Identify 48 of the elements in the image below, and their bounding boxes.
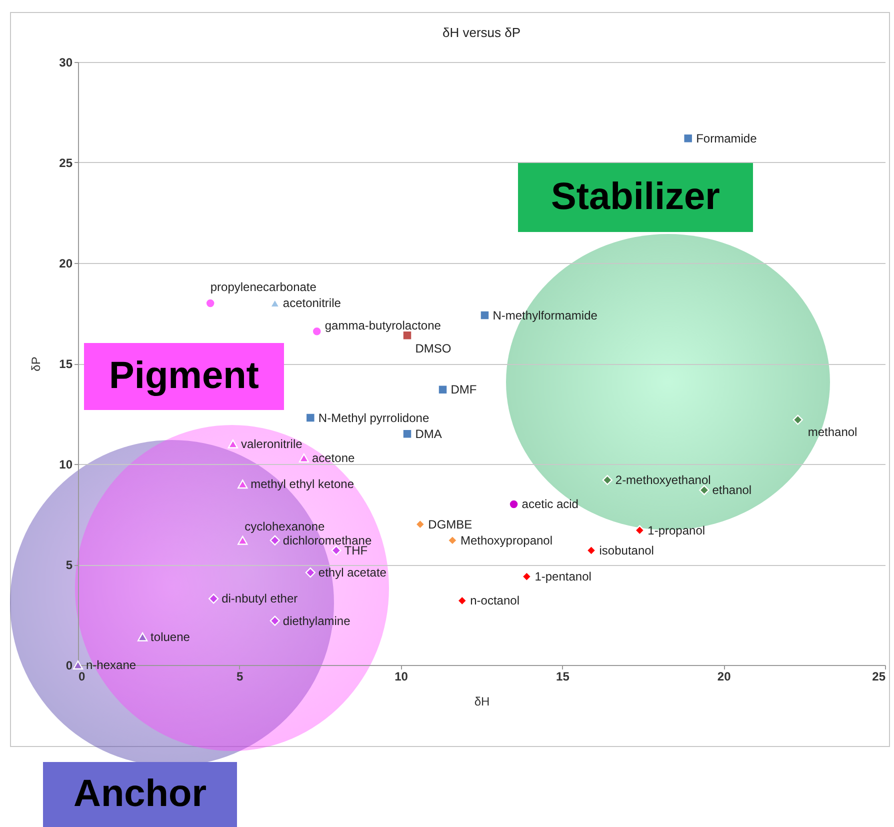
annotation: n-hexane	[86, 658, 136, 672]
annotation: DMF	[450, 382, 477, 397]
annotation: Methoxypropanol	[460, 533, 553, 548]
annotation: n-octanol	[470, 594, 520, 608]
annotation: cyclohexanone	[244, 519, 326, 534]
annotation: DGMBE	[428, 517, 472, 532]
annotation: Stabilizer	[518, 163, 753, 232]
annotation: 1-pentanol	[534, 570, 592, 584]
x-axis-title: δH	[474, 694, 490, 708]
annotation: methanol	[808, 424, 858, 439]
y-tick-label: 25	[59, 156, 73, 170]
annotation: DMSO	[415, 341, 452, 356]
annotation: valeronitrile	[240, 436, 303, 451]
annotation: N-methylformamide	[492, 308, 598, 322]
annotation: N-Methyl pyrrolidone	[318, 410, 430, 425]
annotation: gamma-butyrolactone	[324, 318, 442, 332]
annotation: 2-methoxyethanol	[615, 473, 711, 488]
annotation: methyl ethyl ketone	[250, 477, 354, 492]
x-tick-label: 15	[556, 670, 570, 684]
x-tick-label: 0	[78, 670, 86, 684]
x-tick-label: 10	[394, 670, 408, 684]
annotation: isobutanol	[599, 543, 654, 558]
y-tick-label: 20	[59, 256, 73, 270]
x-tick-label: 20	[717, 670, 732, 684]
annotation: 1-propanol	[648, 523, 706, 538]
annotation: toluene	[150, 630, 190, 644]
y-tick-label: 10	[59, 458, 73, 472]
y-tick-label: 15	[59, 357, 73, 371]
annotation: propylenecarbonate	[210, 280, 317, 294]
annotation: acetone	[312, 450, 355, 465]
annotation: ethanol	[712, 483, 752, 498]
y-tick-label: 0	[66, 658, 73, 672]
annotation: DMA	[415, 426, 442, 441]
annotation: Pigment	[84, 343, 284, 410]
text: Anchor	[43, 762, 237, 827]
y-tick-label: 5	[66, 558, 73, 572]
chart-title: δH versus δP	[442, 25, 521, 40]
y-axis-title: δP	[29, 356, 44, 372]
annotation: acetonitrile	[282, 296, 342, 310]
annotation: acetic acid	[522, 497, 578, 512]
annotation: ethyl acetate	[318, 566, 387, 580]
x-tick-label: 25	[872, 670, 886, 684]
annotation: dichloromethane	[282, 533, 372, 548]
annotation: diethylamine	[282, 614, 351, 628]
y-tick-label: 30	[59, 56, 73, 70]
annotation: di-nbutyl ether	[222, 592, 298, 606]
x-tick-label: 5	[236, 670, 244, 684]
annotation: Formamide	[696, 131, 758, 146]
